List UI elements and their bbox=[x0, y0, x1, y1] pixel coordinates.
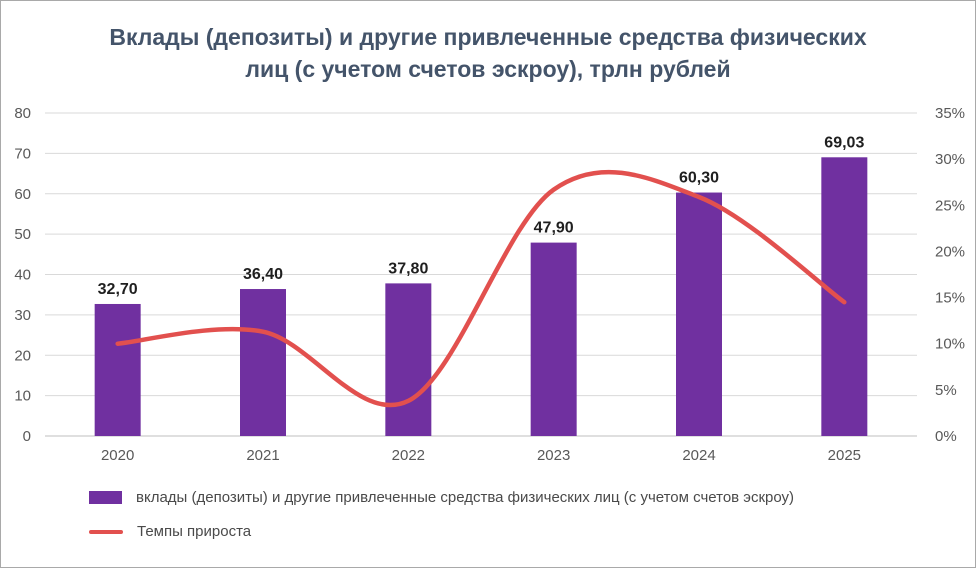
bar-value-label: 32,70 bbox=[98, 281, 138, 298]
x-axis-label: 2023 bbox=[537, 447, 570, 464]
left-axis-tick: 80 bbox=[14, 105, 31, 122]
bar-value-label: 47,90 bbox=[534, 220, 574, 237]
right-axis-tick: 5% bbox=[935, 382, 957, 399]
right-axis-tick: 35% bbox=[935, 105, 965, 122]
right-axis-tick: 20% bbox=[935, 243, 965, 260]
legend-line-label: Темпы прироста bbox=[137, 523, 252, 540]
legend-bar-label: вклады (депозиты) и другие привлеченные … bbox=[136, 489, 795, 506]
legend: вклады (депозиты) и другие привлеченные … bbox=[89, 489, 794, 540]
right-axis-tick: 10% bbox=[935, 336, 965, 353]
bar-value-label: 69,03 bbox=[824, 134, 864, 151]
right-axis-tick: 0% bbox=[935, 428, 957, 445]
left-axis-tick: 70 bbox=[14, 145, 31, 162]
left-axis-tick: 40 bbox=[14, 267, 31, 284]
bar-value-label: 60,30 bbox=[679, 170, 719, 187]
growth-rate-line bbox=[115, 169, 847, 408]
left-axis-tick: 20 bbox=[14, 347, 31, 364]
bar-2025 bbox=[821, 157, 868, 436]
left-axis-tick: 10 bbox=[14, 388, 31, 405]
right-axis-tick: 25% bbox=[935, 197, 965, 214]
bar-2020 bbox=[94, 303, 141, 436]
left-axis-tick: 60 bbox=[14, 186, 31, 203]
left-axis-tick: 30 bbox=[14, 307, 31, 324]
x-axis-label: 2020 bbox=[101, 447, 134, 464]
right-axis-tick: 30% bbox=[935, 151, 965, 168]
right-axis-tick: 15% bbox=[935, 290, 965, 307]
left-axis-tick: 50 bbox=[14, 226, 31, 243]
legend-item-growth-rate: Темпы прироста bbox=[89, 523, 794, 540]
x-axis-label: 2025 bbox=[828, 447, 861, 464]
bar-2022 bbox=[385, 283, 432, 436]
bar-2023 bbox=[530, 242, 577, 436]
chart-title: Вклады (депозиты) и другие привлеченные … bbox=[109, 24, 867, 83]
x-axis-label: 2021 bbox=[246, 447, 279, 464]
bar-2024 bbox=[676, 192, 722, 436]
x-axis-label: 2022 bbox=[392, 447, 425, 464]
legend-item-deposits: вклады (депозиты) и другие привлеченные … bbox=[89, 489, 794, 506]
legend-bar-swatch bbox=[89, 491, 122, 504]
bar-value-label: 37,80 bbox=[388, 260, 428, 277]
left-axis-tick: 0 bbox=[23, 428, 31, 445]
x-axis-label: 2024 bbox=[682, 447, 715, 464]
plot-area: 0 10 20 30 40 50 60 70 80 0% 5% 10% 15% 20% 25% 30% 35% 3… bbox=[14, 105, 965, 464]
bar-value-label: 36,40 bbox=[243, 266, 283, 283]
legend-line-swatch bbox=[89, 529, 123, 534]
bar-2021 bbox=[240, 289, 286, 436]
